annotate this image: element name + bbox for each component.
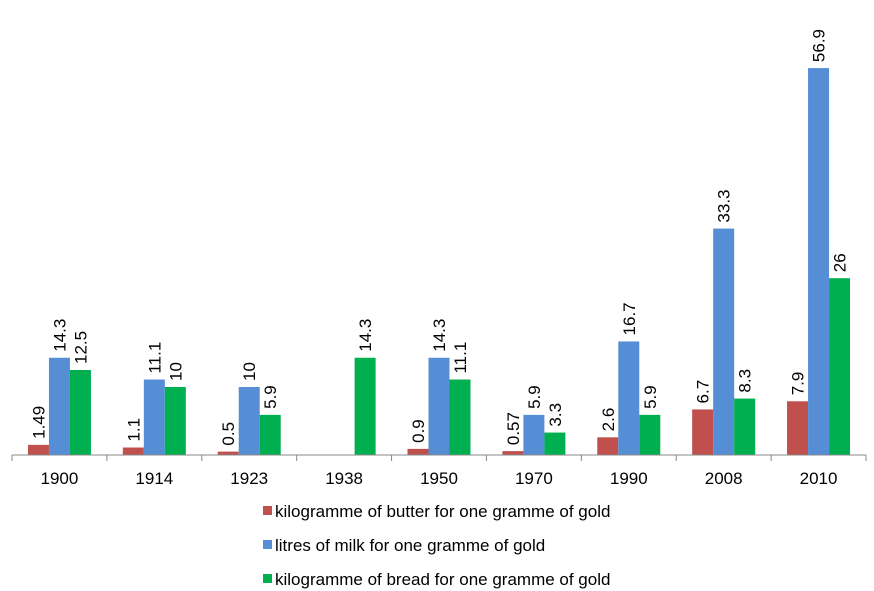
bar: [597, 437, 619, 455]
data-label: 10: [166, 362, 185, 381]
bar: [829, 278, 851, 455]
x-tick-label: 2010: [800, 469, 838, 488]
bar: [428, 357, 450, 455]
bar: [259, 414, 281, 455]
legend-label: kilogramme of butter for one gramme of g…: [275, 502, 610, 521]
bar: [808, 68, 830, 455]
bar: [27, 444, 49, 455]
legend-swatch: [263, 574, 272, 583]
x-tick-label: 1900: [41, 469, 79, 488]
x-tick-label: 1923: [230, 469, 268, 488]
bar: [164, 387, 186, 455]
data-label: 12.5: [71, 331, 90, 364]
bar: [502, 451, 524, 455]
legend-label: litres of milk for one gramme of gold: [275, 536, 545, 555]
data-label: 8.3: [736, 369, 755, 393]
data-label: 10: [240, 362, 259, 381]
data-label: 56.9: [810, 29, 829, 62]
bar: [407, 448, 429, 455]
legend-swatch: [263, 506, 272, 515]
data-label: 0.9: [409, 419, 428, 443]
bar: [713, 228, 735, 455]
x-tick-label: 1990: [610, 469, 648, 488]
data-label: 14.3: [430, 319, 449, 352]
legend-swatch: [263, 540, 272, 549]
bar: [787, 401, 809, 455]
data-label: 16.7: [620, 302, 639, 335]
x-tick-label: 1938: [325, 469, 363, 488]
data-label: 6.7: [694, 380, 713, 404]
data-label: 14.3: [50, 319, 69, 352]
bar: [618, 341, 640, 455]
data-label: 0.5: [219, 422, 238, 446]
data-label: 33.3: [715, 189, 734, 222]
x-tick-label: 1950: [420, 469, 458, 488]
bar: [692, 409, 714, 455]
data-label: 26: [831, 253, 850, 272]
data-label: 0.57: [504, 412, 523, 445]
bar: [48, 357, 70, 455]
x-tick-label: 1914: [135, 469, 173, 488]
data-label: 11.1: [451, 342, 470, 374]
bar: [217, 451, 239, 455]
data-label: 11.1: [145, 342, 164, 374]
bar: [143, 379, 165, 455]
bar: [734, 398, 756, 455]
bar: [122, 447, 144, 455]
bar: [544, 432, 566, 455]
data-label: 5.9: [525, 385, 544, 409]
bar: [523, 414, 545, 455]
x-tick-label: 1970: [515, 469, 553, 488]
data-label: 7.9: [789, 372, 808, 396]
data-label: 2.6: [599, 408, 618, 432]
data-label: 1.49: [29, 406, 48, 439]
bar: [639, 414, 661, 455]
legend-label: kilogramme of bread for one gramme of go…: [275, 570, 610, 589]
bar: [354, 357, 376, 455]
data-label: 5.9: [261, 385, 280, 409]
data-label: 14.3: [356, 319, 375, 352]
bar: [69, 370, 91, 455]
bar: [449, 379, 471, 455]
bar: [238, 387, 260, 455]
data-label: 1.1: [124, 418, 143, 442]
data-label: 5.9: [641, 385, 660, 409]
x-tick-label: 2008: [705, 469, 743, 488]
data-label: 3.3: [546, 403, 565, 427]
